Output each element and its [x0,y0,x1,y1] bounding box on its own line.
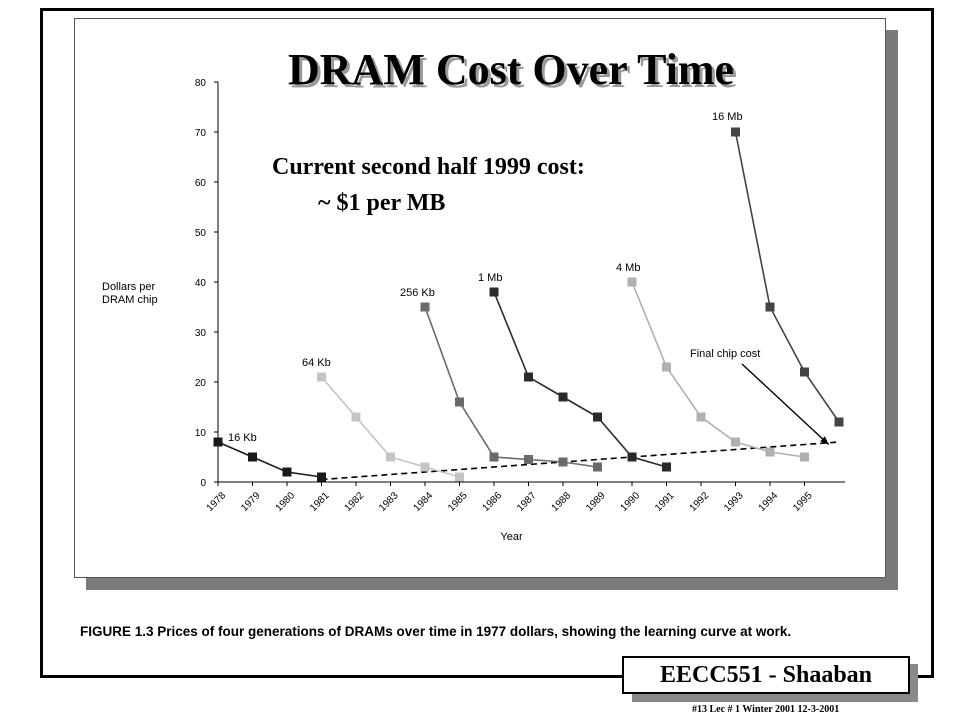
data-point-16-mb [765,302,775,312]
lecture-meta: #13 Lec # 1 Winter 2001 12-3-2001 [692,704,840,715]
y-tick-label: 70 [195,128,207,139]
y-axis-label: Dollars per [102,281,156,293]
data-point-256-kb [524,455,533,464]
figure-panel [74,18,886,578]
series-label-16-mb: 16 Mb [712,111,743,123]
series-label-1-mb: 1 Mb [478,272,502,284]
x-tick-label: 1981 [308,490,332,514]
y-axis-label: DRAM chip [102,294,158,306]
final-chip-cost-trendline [321,441,840,481]
y-tick-label: 30 [195,328,207,339]
data-point-256-kb [593,462,602,472]
data-point-4-mb [731,437,740,447]
annotation-arrow-line [741,363,830,446]
x-tick-label: 1993 [722,490,746,514]
y-tick-label: 20 [195,378,207,389]
series-line-4-mb [631,281,805,458]
x-tick-label: 1980 [274,490,298,514]
x-tick-label: 1979 [239,490,263,514]
series-label-4-mb: 4 Mb [616,262,640,274]
data-point-1-mb [662,462,671,472]
data-point-64-kb [420,462,430,472]
figure-caption: FIGURE 1.3 Prices of four generations of… [80,624,792,639]
x-tick-label: 1994 [757,490,781,514]
slide-title: DRAM Cost Over Time [288,45,735,94]
data-point-16-kb [213,437,223,447]
x-tick-label: 1995 [791,490,815,514]
series-label-64-kb: 64 Kb [302,357,331,369]
x-tick-label: 1982 [343,490,367,514]
data-point-1-mb [489,287,499,297]
data-point-16-mb [834,417,844,427]
series-label-256-kb: 256 Kb [400,287,435,299]
y-tick-label: 40 [195,278,207,289]
data-point-16-mb [800,367,809,377]
series-line-16-mb [734,131,840,423]
course-footer-label: EECC551 - Shaaban [659,661,873,688]
x-tick-label: 1985 [446,490,470,514]
data-point-4-mb [696,412,706,422]
annotation-final-chip-cost: Final chip cost [690,348,760,360]
x-tick-label: 1991 [653,490,677,514]
data-point-256-kb [455,397,464,407]
data-point-4-mb [662,362,671,372]
data-point-64-kb [317,372,326,382]
course-footer: EECC551 - Shaaban [622,656,910,694]
data-point-256-kb [558,457,568,467]
x-tick-label: 1983 [377,490,401,514]
data-point-1-mb [524,372,533,382]
data-point-4-mb [627,277,637,287]
data-point-4-mb [765,447,775,457]
cost-note-line1: Current second half 1999 cost: [272,154,585,180]
series-line-64-kb [320,376,460,478]
series-line-1-mb [493,291,667,468]
x-tick-label: 1989 [584,490,608,514]
series-line-16-kb [217,441,322,478]
series-line-256-kb [424,306,598,468]
data-point-1-mb [558,392,568,402]
x-tick-label: 1978 [205,490,229,514]
data-point-64-kb [351,412,361,422]
data-point-4-mb [800,452,809,462]
data-point-16-kb [282,467,292,477]
data-point-256-kb [420,302,430,312]
data-point-16-kb [248,452,257,462]
x-tick-label: 1992 [688,490,712,514]
x-tick-label: 1986 [481,490,505,514]
x-tick-label: 1990 [619,490,643,514]
data-point-256-kb [489,452,499,462]
x-tick-label: 1984 [412,490,436,514]
series-label-16-kb: 16 Kb [228,432,257,444]
data-point-16-kb [317,472,326,482]
data-point-64-kb [386,452,395,462]
y-tick-label: 60 [195,178,207,189]
data-point-64-kb [455,472,464,482]
cost-note-line2: ~ $1 per MB [318,190,446,216]
y-tick-label: 50 [195,228,207,239]
y-tick-label: 0 [200,478,206,489]
data-point-1-mb [593,412,602,422]
y-tick-label: 10 [195,428,207,439]
x-tick-label: 1987 [515,490,539,514]
data-point-1-mb [627,452,637,462]
annotation-arrow-head [820,436,829,445]
y-tick-label: 80 [195,78,207,89]
x-tick-label: 1988 [550,490,574,514]
data-point-16-mb [731,127,740,137]
x-axis-label: Year [500,531,523,543]
